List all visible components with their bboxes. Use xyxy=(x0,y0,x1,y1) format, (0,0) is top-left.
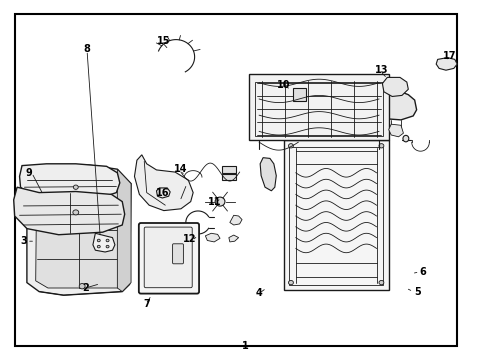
Polygon shape xyxy=(205,233,220,242)
Polygon shape xyxy=(376,92,416,120)
Ellipse shape xyxy=(378,280,383,285)
FancyBboxPatch shape xyxy=(172,244,183,264)
Ellipse shape xyxy=(288,144,293,148)
Text: 1: 1 xyxy=(242,341,248,351)
Bar xyxy=(222,166,236,173)
Text: 7: 7 xyxy=(143,299,150,309)
Text: 5: 5 xyxy=(414,287,421,297)
Text: 2: 2 xyxy=(82,283,89,293)
Polygon shape xyxy=(134,155,193,211)
Polygon shape xyxy=(117,169,131,292)
Polygon shape xyxy=(228,235,238,242)
Polygon shape xyxy=(260,158,276,191)
Polygon shape xyxy=(20,164,120,201)
Ellipse shape xyxy=(378,144,383,148)
Polygon shape xyxy=(249,74,388,140)
Polygon shape xyxy=(156,188,170,198)
Ellipse shape xyxy=(106,246,109,248)
Text: 12: 12 xyxy=(183,234,196,244)
Text: 10: 10 xyxy=(276,80,290,90)
Text: 6: 6 xyxy=(419,267,426,277)
Text: 13: 13 xyxy=(374,65,387,75)
Polygon shape xyxy=(27,165,131,295)
Text: 16: 16 xyxy=(155,188,169,198)
Ellipse shape xyxy=(97,246,100,248)
Text: 8: 8 xyxy=(83,44,90,54)
Polygon shape xyxy=(93,233,115,252)
Polygon shape xyxy=(435,58,456,70)
Ellipse shape xyxy=(402,135,408,142)
Bar xyxy=(222,174,236,180)
Polygon shape xyxy=(36,173,123,288)
Ellipse shape xyxy=(73,185,78,189)
Text: 9: 9 xyxy=(26,168,33,178)
Ellipse shape xyxy=(106,239,109,242)
Ellipse shape xyxy=(288,280,293,285)
Bar xyxy=(293,88,305,101)
Ellipse shape xyxy=(79,284,85,289)
Ellipse shape xyxy=(73,210,79,215)
Text: 17: 17 xyxy=(442,51,456,61)
Ellipse shape xyxy=(215,197,224,206)
Polygon shape xyxy=(382,77,407,96)
FancyBboxPatch shape xyxy=(139,223,199,294)
Polygon shape xyxy=(14,187,124,235)
Text: 3: 3 xyxy=(20,236,27,246)
Polygon shape xyxy=(283,140,388,290)
Ellipse shape xyxy=(97,239,100,242)
Text: 15: 15 xyxy=(157,36,170,46)
Polygon shape xyxy=(388,124,403,137)
Text: 4: 4 xyxy=(255,288,262,298)
Text: 11: 11 xyxy=(208,197,222,207)
FancyBboxPatch shape xyxy=(144,227,192,288)
Polygon shape xyxy=(229,215,242,225)
Text: 14: 14 xyxy=(174,164,187,174)
